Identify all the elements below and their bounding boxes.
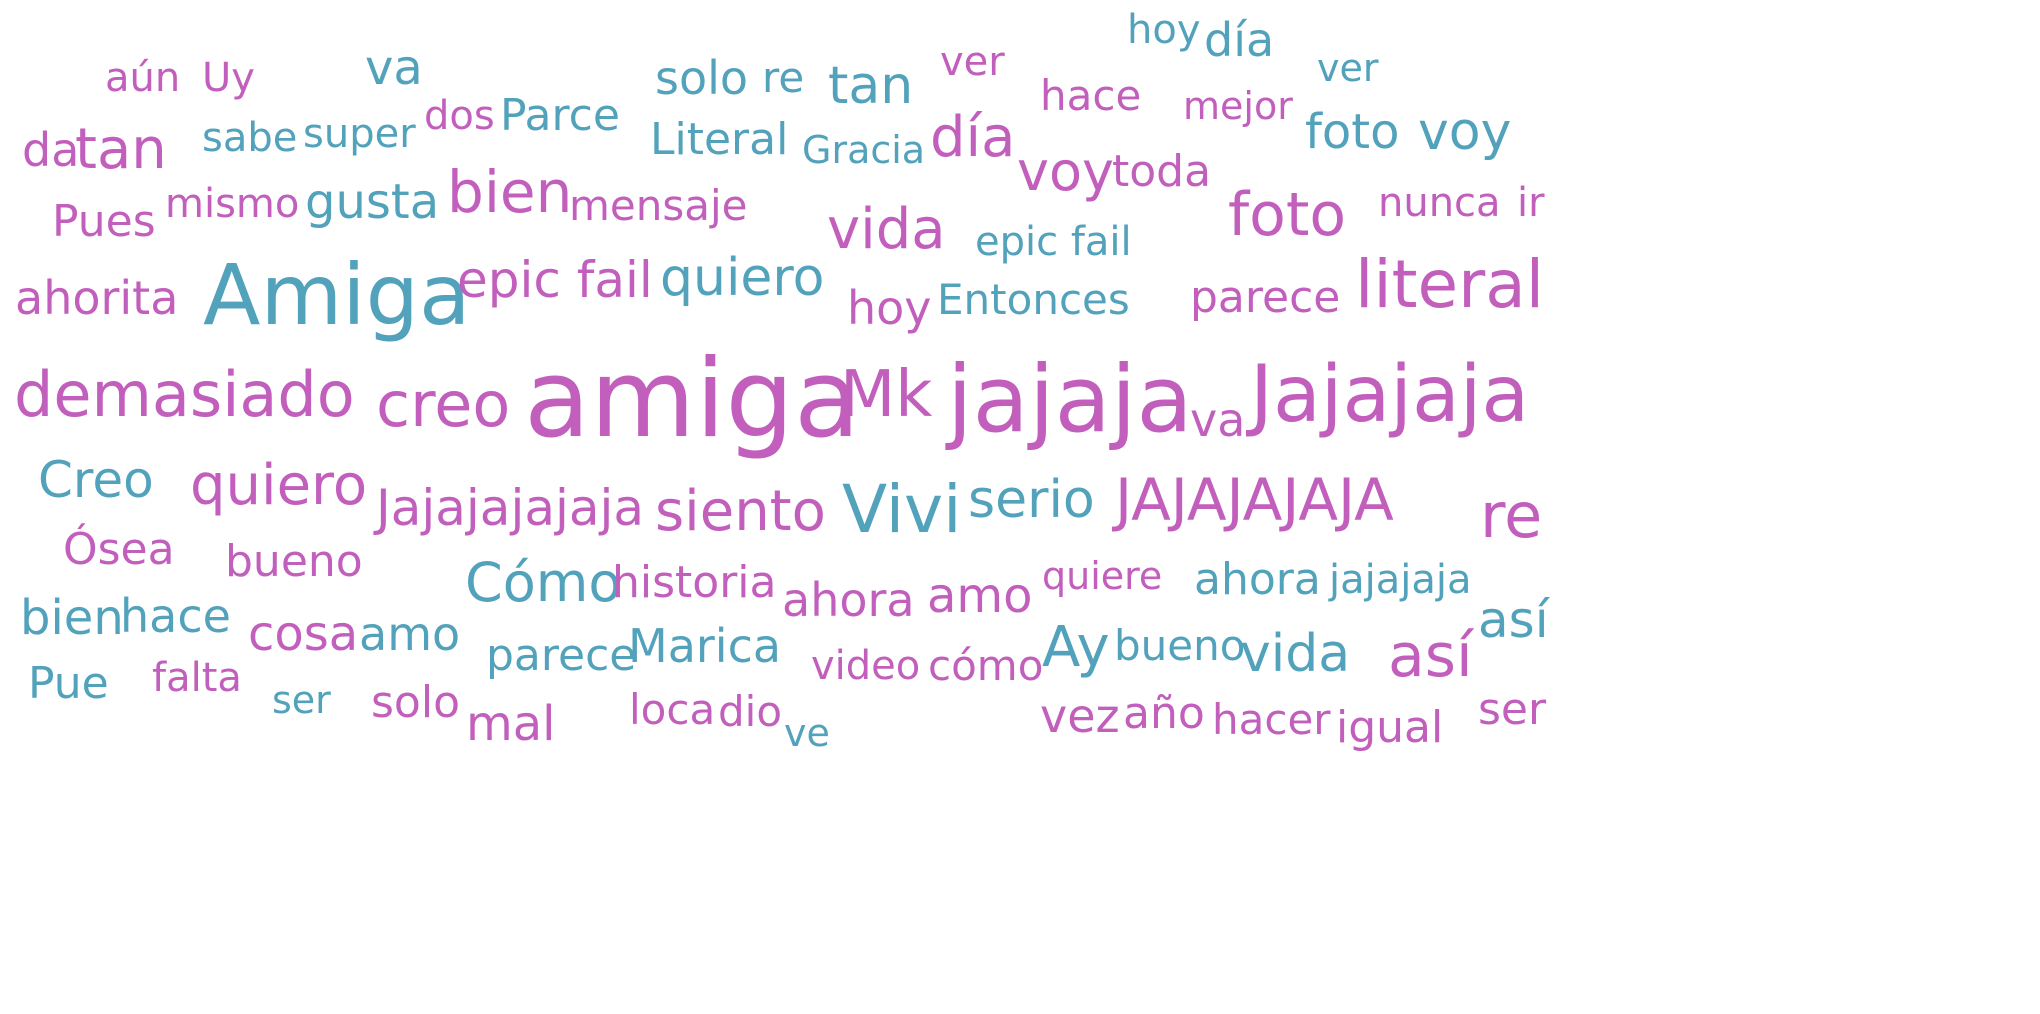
word-cloud-word: bien [20, 590, 124, 646]
word-cloud-word: Literal [650, 114, 789, 165]
word-cloud-word: Cómo [465, 551, 622, 614]
word-cloud-word: quiero [190, 453, 368, 518]
word-cloud-word: ser [1478, 684, 1547, 735]
word-cloud-word: voy [1017, 140, 1114, 203]
word-cloud-word: hace [120, 589, 231, 643]
word-cloud-word: solo [371, 677, 460, 728]
word-cloud-word: mejor [1183, 84, 1293, 128]
word-cloud-word: Jajajajajaja [376, 479, 645, 537]
word-cloud-word: tan [828, 56, 914, 116]
word-cloud-word: ver [940, 39, 1005, 85]
word-cloud-word: ve [784, 711, 830, 755]
word-cloud-word: así [1388, 621, 1473, 691]
word-cloud-word: año [1123, 688, 1205, 739]
word-cloud-word: jajajaja [1329, 557, 1472, 603]
word-cloud-word: va [365, 40, 423, 96]
word-cloud-word: super [303, 111, 416, 157]
word-cloud-word: quiero [660, 248, 825, 308]
word-cloud-word: Parce [500, 90, 620, 141]
word-cloud-word: ahora [1194, 554, 1321, 605]
word-cloud-word: re [762, 53, 805, 102]
word-cloud-word: Pues [52, 196, 156, 247]
word-cloud-word: bueno [225, 536, 363, 587]
word-cloud-word: mal [466, 696, 556, 752]
word-cloud-word: vez [1040, 689, 1120, 743]
word-cloud-word: Marica [628, 619, 782, 673]
word-cloud-word: loca [629, 685, 716, 734]
word-cloud-word: voy [1418, 102, 1512, 162]
word-cloud-word: parece [486, 630, 637, 681]
word-cloud-word: cómo [928, 641, 1044, 690]
word-cloud-word: sabe [202, 115, 298, 161]
word-cloud-word: día [1204, 13, 1275, 67]
word-cloud-word: dos [424, 93, 495, 139]
word-cloud-word: foto [1228, 180, 1347, 250]
word-cloud-word: dio [718, 687, 783, 736]
word-cloud-word: día [930, 105, 1016, 170]
word-cloud-word: historia [612, 557, 777, 608]
word-cloud-word: hoy [1127, 7, 1201, 53]
word-cloud-word: ahorita [15, 271, 179, 325]
word-cloud-word: ser [272, 678, 331, 722]
word-cloud-word: ver [1317, 46, 1379, 90]
word-cloud-word: literal [1355, 246, 1545, 323]
word-cloud-word: vida [827, 197, 946, 262]
word-cloud-word: amiga [524, 337, 861, 462]
word-cloud-word: Ay [1042, 615, 1110, 680]
word-cloud-word: amo [359, 607, 461, 661]
word-cloud-word: hace [1040, 71, 1142, 120]
word-cloud-word: bien [447, 158, 573, 226]
word-cloud-word: siento [655, 479, 826, 544]
word-cloud-word: epic fail [457, 251, 653, 309]
word-cloud-word: serio [968, 470, 1095, 530]
word-cloud-word: ir [1517, 180, 1545, 226]
word-cloud-word: falta [152, 655, 242, 701]
word-cloud-word: mismo [165, 181, 300, 227]
word-cloud-word: epic fail [975, 219, 1132, 265]
word-cloud-word: JAJAJAJAJA [1115, 466, 1394, 534]
word-cloud-word: mensaje [569, 181, 748, 230]
word-cloud-word: toda [1112, 146, 1212, 197]
word-cloud-word: re [1480, 479, 1543, 552]
word-cloud-word: tan [75, 117, 167, 182]
word-cloud-word: aún [105, 55, 181, 101]
word-cloud-word: foto [1305, 104, 1400, 160]
word-cloud-word: Jajajaja [1250, 350, 1530, 440]
word-cloud-word: cosa [248, 606, 359, 662]
word-cloud-word: Creo [38, 451, 154, 509]
word-cloud-word: quiere [1042, 554, 1163, 598]
word-cloud-word: Pue [28, 658, 109, 709]
word-cloud-word: solo [655, 51, 749, 105]
word-cloud-word: Amiga [203, 246, 471, 344]
word-cloud-word: Uy [202, 55, 255, 101]
word-cloud-word: va [1190, 393, 1246, 447]
word-cloud-word: da [22, 123, 80, 177]
word-cloud-word: parece [1190, 272, 1341, 323]
word-cloud-word: amo [927, 568, 1033, 624]
word-cloud-word: vida [1240, 624, 1351, 684]
word-cloud-word: Entonces [937, 275, 1130, 324]
word-cloud-word: Gracia [802, 128, 926, 172]
word-cloud-word: Vivi [842, 471, 962, 548]
word-cloud-word: así [1478, 591, 1549, 649]
word-cloud-word: ahora [782, 573, 915, 627]
word-cloud-word: bueno [1114, 621, 1246, 670]
word-cloud-word: hacer [1212, 695, 1331, 744]
word-cloud-word: Mk [840, 358, 933, 432]
word-cloud-word: hoy [847, 281, 932, 335]
word-cloud-word: igual [1336, 702, 1444, 753]
word-cloud-word: nunca [1378, 180, 1501, 226]
word-cloud-word: gusta [305, 174, 440, 230]
word-cloud-word: Ósea [63, 524, 175, 575]
word-cloud-word: jajaja [947, 346, 1193, 453]
word-cloud-word: demasiado [14, 358, 355, 431]
word-cloud-word: video [811, 643, 921, 689]
word-cloud-word: creo [376, 368, 511, 441]
